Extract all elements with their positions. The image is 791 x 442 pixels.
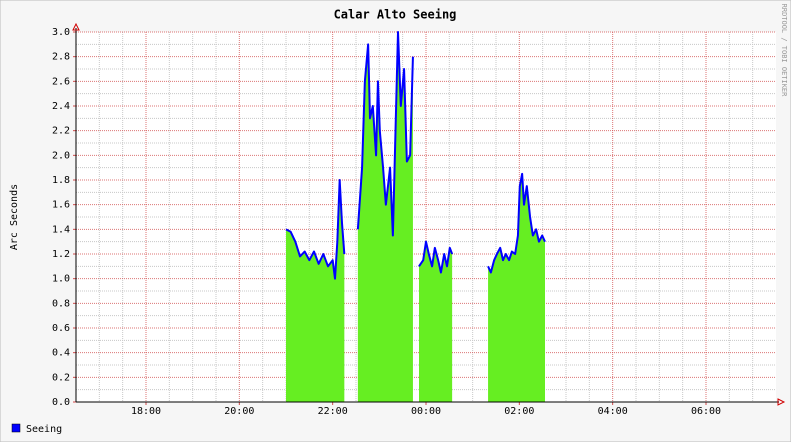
y-tick-label: 2.0 — [52, 150, 70, 161]
marks — [285, 31, 546, 402]
y-tick-label: 2.4 — [52, 101, 70, 112]
x-tick-label: 02:00 — [504, 406, 534, 417]
y-tick-label: 1.2 — [52, 249, 70, 260]
legend-label: Seeing — [26, 424, 62, 435]
series-area — [286, 32, 545, 402]
y-tick-label: 3.0 — [52, 27, 70, 38]
y-axis-arrow — [72, 22, 80, 31]
y-tick-label: 1.6 — [52, 200, 70, 211]
y-tick-label: 0.0 — [52, 397, 70, 408]
legend-swatch — [11, 423, 21, 433]
x-axis-arrow — [777, 398, 786, 406]
x-tick-label: 22:00 — [318, 406, 348, 417]
x-tick-label: 06:00 — [691, 406, 721, 417]
y-tick-label: 2.2 — [52, 126, 70, 137]
y-axis-label: Arc Seconds — [9, 184, 20, 250]
y-tick-label: 2.6 — [52, 76, 70, 87]
x-tick-label: 18:00 — [131, 406, 161, 417]
y-tick-label: 1.8 — [52, 175, 70, 186]
watermark: RRDTOOL / TOBI OETIKER — [780, 4, 788, 98]
y-tick-label: 0.8 — [52, 298, 70, 309]
axes: 0.0 0.2 0.4 0.6 0.8 1.0 1.2 1.4 1.6 1.8 2.0 2.2 2.4 2… — [52, 22, 786, 417]
y-tick-label: 0.6 — [52, 323, 70, 334]
y-tick-label: 1.0 — [52, 274, 70, 285]
series-line — [285, 31, 546, 280]
y-tick-label: 1.4 — [52, 224, 70, 235]
y-tick-label: 0.4 — [52, 348, 70, 359]
y-tick-label: 0.2 — [52, 372, 70, 383]
chart-title: Calar Alto Seeing — [334, 8, 457, 22]
x-tick-label: 20:00 — [224, 406, 254, 417]
x-tick-label: 00:00 — [411, 406, 441, 417]
x-tick-label: 04:00 — [598, 406, 628, 417]
y-tick-label: 2.8 — [52, 52, 70, 63]
